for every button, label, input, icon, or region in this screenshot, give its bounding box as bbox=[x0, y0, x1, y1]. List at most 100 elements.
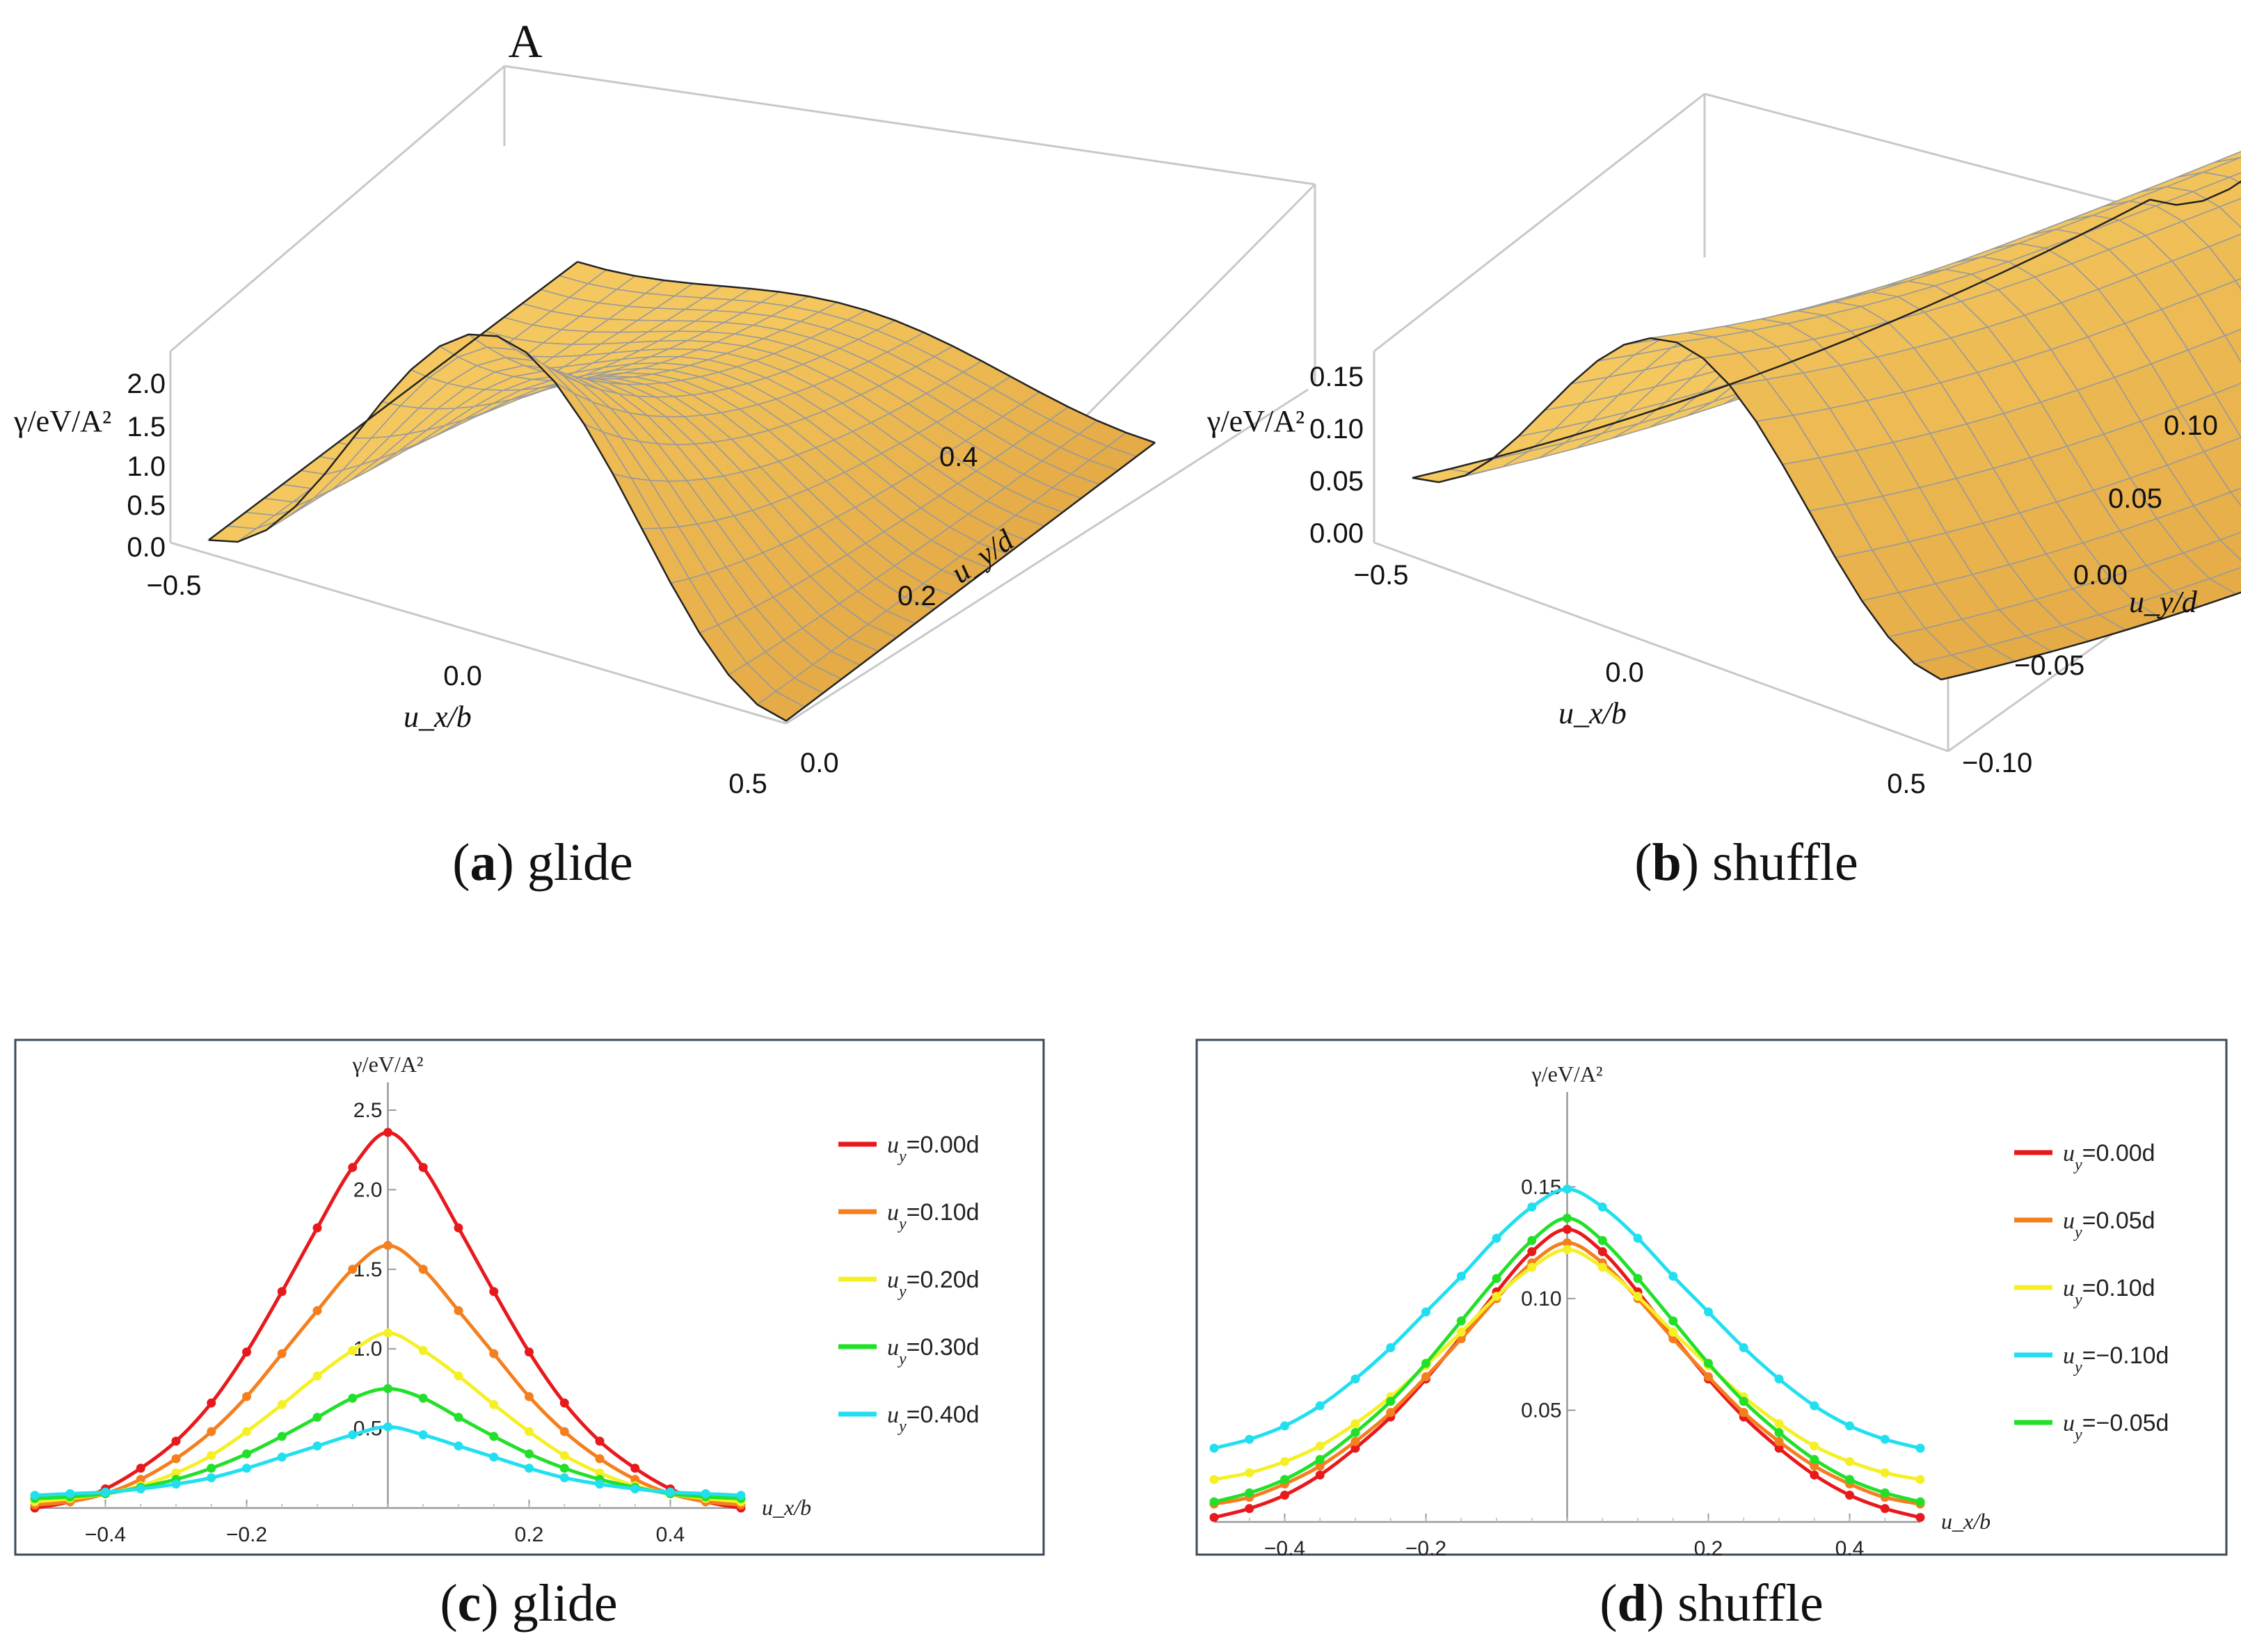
data-point bbox=[1280, 1490, 1289, 1500]
data-point bbox=[171, 1436, 181, 1446]
panel-b-y-tick: 0.10 bbox=[2164, 410, 2218, 441]
x-tick-label: −0.4 bbox=[85, 1523, 126, 1546]
data-point bbox=[277, 1349, 287, 1358]
data-point bbox=[454, 1223, 463, 1233]
data-point bbox=[489, 1400, 499, 1409]
legend-item: uy=−0.05d bbox=[2014, 1410, 2169, 1444]
data-point bbox=[1704, 1372, 1713, 1381]
panel-d-caption: (d) shuffle bbox=[1600, 1574, 1824, 1633]
data-point bbox=[1245, 1488, 1254, 1498]
surface-patch bbox=[2224, 328, 2241, 364]
panel-b-z-ticks: 0.15 0.10 0.05 0.00 bbox=[1309, 362, 1364, 549]
y-tick-label: 2.0 bbox=[353, 1178, 383, 1201]
data-point bbox=[595, 1479, 605, 1489]
data-point bbox=[1350, 1419, 1360, 1429]
data-point bbox=[1315, 1441, 1325, 1451]
data-point bbox=[1880, 1434, 1890, 1444]
data-point bbox=[630, 1484, 640, 1494]
legend-label: uy=0.10d bbox=[887, 1199, 980, 1233]
data-point bbox=[736, 1491, 746, 1500]
data-point bbox=[1597, 1246, 1607, 1256]
panel-a-x-tick: 0.5 bbox=[728, 769, 767, 799]
data-point bbox=[701, 1489, 710, 1498]
data-point bbox=[666, 1487, 675, 1497]
panel-a-surface-plot: A γ/eV/A² 2.0 1.5 1.0 0.5 0.0 −0.5 0.0 0… bbox=[13, 15, 1316, 799]
panel-b-caption-text: shuffle bbox=[1712, 833, 1858, 892]
series-u_y=−0.05d bbox=[1209, 1213, 1925, 1507]
x-tick-label: 0.2 bbox=[1694, 1537, 1723, 1560]
legend-item: uy=0.10d bbox=[2014, 1275, 2155, 1309]
data-point bbox=[418, 1393, 428, 1403]
data-point bbox=[277, 1400, 287, 1409]
data-point bbox=[383, 1240, 392, 1250]
data-point bbox=[1386, 1408, 1396, 1418]
data-point bbox=[242, 1392, 251, 1402]
panel-a-y-tick: 0.2 bbox=[898, 581, 936, 611]
panel-c-letter: c bbox=[458, 1574, 481, 1633]
legend-label: uy=0.10d bbox=[2063, 1275, 2155, 1309]
data-point bbox=[1810, 1470, 1819, 1480]
data-point bbox=[1315, 1470, 1325, 1480]
panel-a-box bbox=[169, 65, 1316, 725]
x-axis-label: u_x/b bbox=[1941, 1509, 1991, 1534]
data-point bbox=[1915, 1443, 1925, 1453]
x-tick-label: 0.4 bbox=[656, 1523, 685, 1546]
panel-b-z-axis-label: γ/eV/A² bbox=[1206, 404, 1305, 438]
legend-item: uy=0.05d bbox=[2014, 1208, 2155, 1242]
data-point bbox=[1350, 1374, 1360, 1384]
panel-a-y-tick: 0.4 bbox=[939, 442, 978, 472]
panel-a-x-axis-label: u_x/b bbox=[404, 700, 472, 734]
data-point bbox=[242, 1463, 251, 1473]
data-point bbox=[1563, 1185, 1572, 1194]
legend-label: uy=0.40d bbox=[887, 1402, 980, 1436]
data-point bbox=[242, 1347, 251, 1357]
data-point bbox=[1774, 1436, 1784, 1446]
y-tick-label: 0.10 bbox=[1521, 1288, 1561, 1310]
panel-a-z-tick: 1.0 bbox=[127, 451, 166, 482]
panel-a-surface bbox=[207, 261, 1156, 722]
data-point bbox=[207, 1450, 216, 1460]
data-point bbox=[1810, 1441, 1819, 1451]
data-point bbox=[348, 1162, 358, 1172]
data-point bbox=[1209, 1497, 1219, 1507]
legend-item: uy=0.10d bbox=[838, 1199, 980, 1233]
legend-item: uy=0.20d bbox=[838, 1267, 980, 1301]
data-point bbox=[418, 1345, 428, 1355]
data-point bbox=[207, 1427, 216, 1436]
legend-item: uy=0.00d bbox=[2014, 1140, 2155, 1174]
panel-a-x-ticks: −0.5 0.0 0.5 bbox=[147, 570, 767, 799]
data-point bbox=[1774, 1443, 1784, 1453]
panel-b-y-tick: −0.05 bbox=[2014, 650, 2084, 681]
data-point bbox=[454, 1441, 463, 1451]
data-point bbox=[489, 1432, 499, 1441]
data-point bbox=[136, 1463, 145, 1473]
data-point bbox=[1563, 1238, 1572, 1248]
data-point bbox=[1633, 1292, 1643, 1301]
data-point bbox=[595, 1454, 605, 1463]
data-point bbox=[1350, 1443, 1360, 1453]
data-point bbox=[1492, 1274, 1501, 1283]
data-point bbox=[525, 1449, 534, 1459]
legend-item: uy=0.40d bbox=[838, 1402, 980, 1436]
panel-b-y-tick: 0.00 bbox=[2073, 560, 2128, 591]
data-point bbox=[1209, 1513, 1219, 1523]
data-point bbox=[242, 1449, 251, 1459]
surface-edge bbox=[208, 261, 578, 541]
panel-b-x-tick: 0.0 bbox=[1605, 657, 1644, 688]
data-point bbox=[1704, 1307, 1713, 1317]
data-point bbox=[454, 1371, 463, 1381]
panel-d-letter: d bbox=[1618, 1574, 1647, 1633]
data-point bbox=[1774, 1419, 1784, 1429]
y-axis-label: γ/eV/A² bbox=[1531, 1061, 1603, 1086]
data-point bbox=[1527, 1235, 1537, 1245]
data-point bbox=[559, 1398, 569, 1408]
legend-label: uy=0.30d bbox=[887, 1334, 980, 1368]
data-point bbox=[1563, 1213, 1572, 1223]
x-axis-label: u_x/b bbox=[762, 1495, 811, 1520]
data-point bbox=[1421, 1358, 1430, 1368]
x-tick-label: 0.2 bbox=[515, 1523, 544, 1546]
panel-a-z-tick: 1.5 bbox=[127, 412, 166, 442]
data-point bbox=[1668, 1327, 1678, 1337]
panel-b-z-tick: 0.15 bbox=[1309, 362, 1364, 392]
